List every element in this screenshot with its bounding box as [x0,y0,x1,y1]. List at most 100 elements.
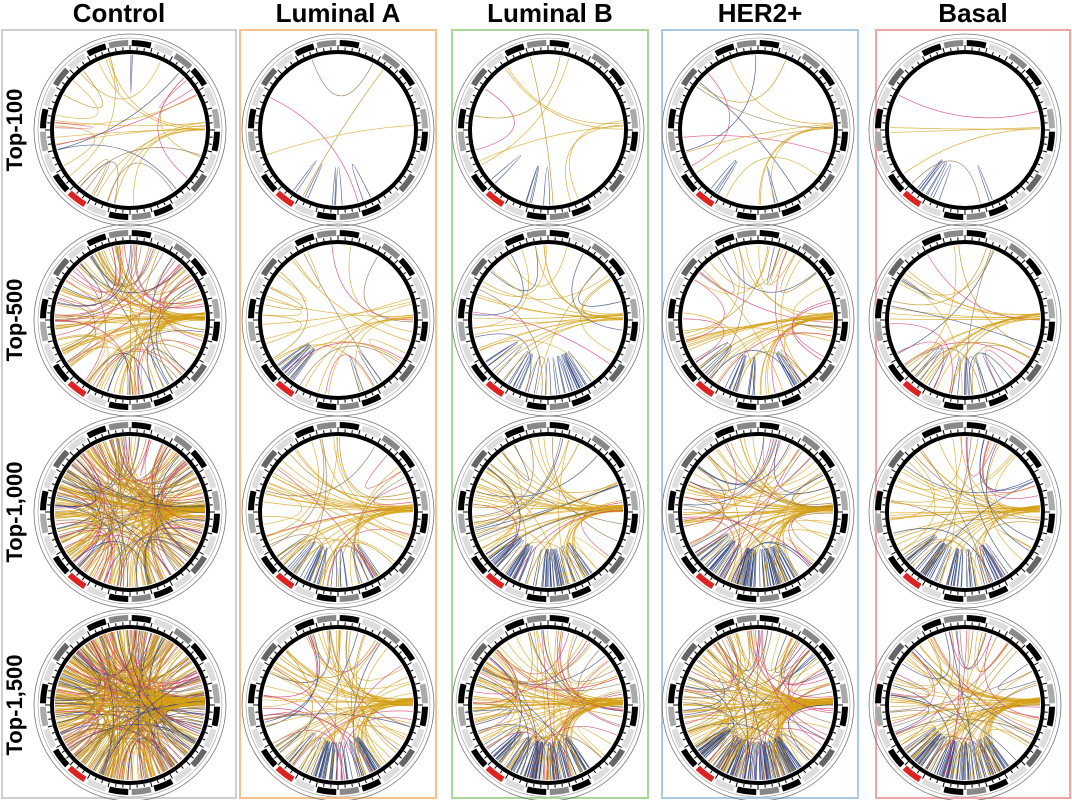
tick [684,169,689,173]
tick [901,563,905,566]
tick [626,333,630,335]
link [694,343,732,379]
link [484,464,519,491]
tick [525,429,528,435]
link [768,740,785,778]
chromosome-ring [50,240,210,400]
band-block [902,380,922,398]
tick [264,277,269,281]
tick [398,76,402,79]
tick [803,385,807,389]
tick [835,532,841,535]
link [904,534,936,560]
link [311,59,374,97]
outer-ring [245,612,431,798]
tick [587,199,591,204]
tick [389,66,392,70]
band-block [411,343,425,364]
band-block [831,728,845,749]
band-block [211,298,220,319]
tick [383,195,387,199]
tick [823,175,827,179]
tick [778,207,781,213]
tick [682,163,686,166]
tick [676,333,680,335]
band-block [549,786,570,795]
tick [143,398,145,402]
band-block [381,572,401,590]
tick [835,297,841,300]
band-block [818,363,836,383]
tick [697,644,702,649]
tick [76,641,79,645]
link [55,453,102,509]
link [293,160,317,193]
tick [593,251,597,255]
tick [679,101,683,104]
tick [1010,385,1014,389]
link [685,462,815,499]
tick [709,195,713,199]
tick [48,718,52,720]
link [76,459,129,587]
band-block [902,434,922,452]
tick [479,750,483,754]
tick [289,770,293,774]
tick [623,291,627,294]
tick [264,87,269,91]
band-block [294,203,315,217]
band-block [831,86,845,107]
tick [208,143,212,145]
tick [833,101,837,104]
tick [51,346,55,349]
tick [115,430,117,434]
tick [1043,115,1047,117]
link [263,516,339,588]
tick [1004,56,1008,61]
link [89,249,156,287]
tick [364,780,367,784]
tick [697,451,702,456]
tick [87,581,91,586]
band-block [294,233,315,247]
tick [505,774,509,779]
link [958,245,1034,352]
tick [568,207,571,213]
link [687,679,833,700]
link [152,446,186,484]
band-block [108,615,129,624]
tick [568,782,571,788]
link [553,548,562,587]
link [529,726,617,778]
link [771,126,833,204]
link [729,60,833,124]
link [927,254,1041,321]
band-block [470,257,488,277]
tick [1040,156,1044,159]
tick [533,430,535,434]
tick [626,690,630,692]
tick [479,463,483,467]
tick [494,572,497,576]
link [772,701,833,778]
tick [302,392,305,396]
link [921,161,946,196]
tick [48,333,52,335]
link [574,537,608,570]
link [792,473,833,506]
link [485,341,518,366]
band-block [988,393,1009,407]
tick [371,54,374,58]
band-block [591,190,611,208]
tick [998,54,1001,58]
link [145,519,205,585]
link [58,528,181,568]
tick [284,765,287,769]
tick [264,359,269,363]
tick [608,651,612,654]
link [351,164,372,201]
tick [883,333,887,335]
link [55,299,203,327]
tick [505,438,509,443]
